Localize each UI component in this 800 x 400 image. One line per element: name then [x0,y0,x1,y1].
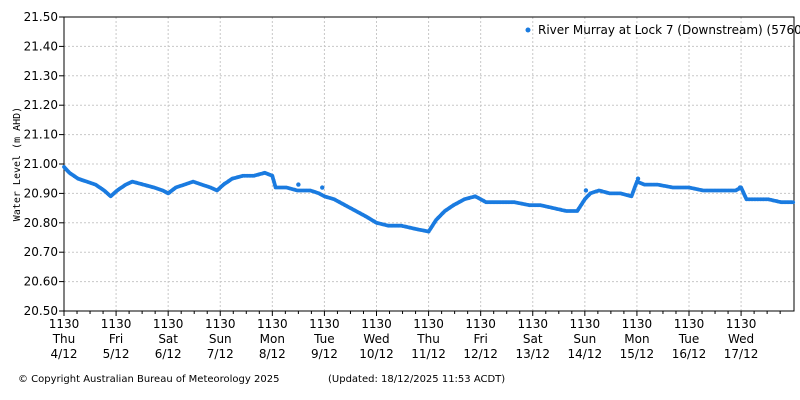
y-axis-title: Water Level (m AHD) [12,107,23,221]
y-tick-label: 21.30 [24,69,58,83]
x-tick-label: Wed [728,332,754,346]
x-tick-label: Tue [313,332,335,346]
x-tick-label: 1130 [726,317,757,331]
x-tick-label: 11/12 [411,347,446,361]
y-tick-label: 21.00 [24,157,58,171]
x-tick-label: Wed [363,332,389,346]
data-point [296,182,301,187]
axes [59,16,795,316]
x-tick-label: 1130 [413,317,444,331]
x-tick-label: Fri [474,332,488,346]
x-tick-label: 1130 [570,317,601,331]
y-tick-labels: 20.50 20.60 20.70 20.80 20.90 21.00 21.10 21.20… [24,10,58,318]
data-point [737,185,743,190]
x-tick-label: 13/12 [515,347,550,361]
x-tick-label: 1130 [465,317,496,331]
x-tick-label: 8/12 [259,347,286,361]
x-tick-label: Fri [109,332,123,346]
data-point [583,188,589,193]
x-tick-label: 9/12 [311,347,338,361]
x-tick-label: Sat [158,332,178,346]
x-tick-label: 4/12 [51,347,78,361]
y-tick-label: 21.50 [24,10,58,24]
x-tick-label: 17/12 [724,347,759,361]
grid-lines [64,17,794,311]
x-tick-label: 1130 [674,317,705,331]
y-tick-label: 21.20 [24,98,58,112]
x-tick-label: 1130 [361,317,392,331]
x-tick-label: 1130 [49,317,80,331]
x-tick-label: 1130 [257,317,288,331]
x-tick-label: 1130 [153,317,184,331]
legend-label: River Murray at Lock 7 (Downstream) (576… [538,23,800,37]
x-tick-label: Thu [52,332,76,346]
x-tick-label: Tue [678,332,700,346]
x-tick-label: Mon [260,332,285,346]
copyright-text: © Copyright Australian Bureau of Meteoro… [18,374,280,385]
data-point [320,185,325,190]
x-tick-label: 1130 [517,317,548,331]
x-tick-label: Mon [624,332,649,346]
x-tick-label: Sun [209,332,232,346]
y-tick-label: 20.50 [24,304,58,318]
x-tick-label: 10/12 [359,347,394,361]
x-tick-label: Sun [573,332,596,346]
plot-border [63,16,795,312]
x-tick-label: Sat [523,332,543,346]
y-tick-label: 20.70 [24,245,58,259]
y-tick-label: 20.60 [24,275,58,289]
x-tick-label: 16/12 [672,347,707,361]
x-tick-label: 1130 [101,317,132,331]
y-tick-label: 21.40 [24,39,58,53]
x-tick-label: 15/12 [620,347,655,361]
x-tick-label: 6/12 [155,347,182,361]
y-tick-label: 20.90 [24,186,58,200]
x-tick-label: 7/12 [207,347,234,361]
x-tick-label: 12/12 [463,347,498,361]
series-points [62,165,796,234]
x-tick-label: Thu [416,332,440,346]
x-tick-label: 14/12 [568,347,603,361]
legend-marker [525,27,531,33]
data-point [791,200,796,205]
x-tick-label: 1130 [205,317,236,331]
x-tick-labels: 1130Thu4/121130Fri5/121130Sat6/121130Sun… [49,317,759,361]
x-tick-label: 1130 [622,317,653,331]
x-tick-label: 5/12 [103,347,130,361]
y-tick-label: 20.80 [24,216,58,230]
data-point [635,176,641,181]
x-tick-label: 1130 [309,317,340,331]
legend: River Murray at Lock 7 (Downstream) (576… [525,23,800,37]
updated-text: (Updated: 18/12/2025 11:53 ACDT) [328,374,506,385]
y-tick-label: 21.10 [24,128,58,142]
